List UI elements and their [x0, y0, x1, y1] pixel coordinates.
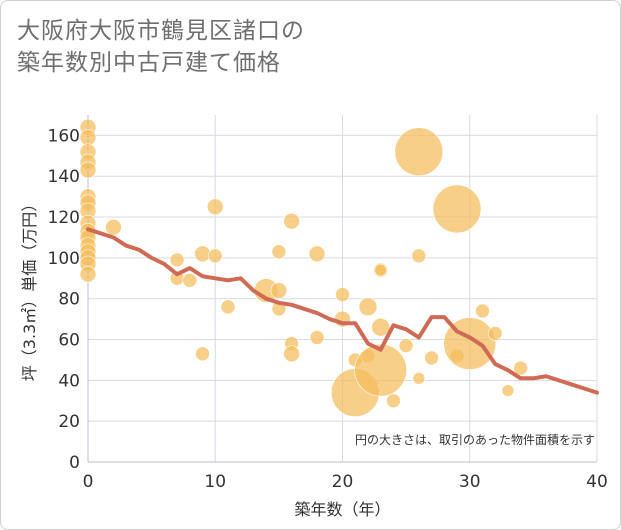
y-tick-label: 160 [48, 126, 80, 146]
y-tick-label: 0 [69, 453, 80, 473]
bubble-point [206, 198, 224, 216]
bubble-point [398, 338, 414, 353]
bubble-point [394, 127, 444, 177]
bubble-point [79, 129, 97, 146]
x-tick-label: 10 [204, 472, 226, 492]
y-tick-label: 80 [58, 290, 80, 310]
bubble-point [105, 218, 122, 236]
bubble-point [169, 252, 185, 268]
bubble-size-note: 円の大きさは、取引のあった物件面積を示す [355, 432, 595, 447]
x-axis-title: 築年数（年） [294, 500, 390, 519]
bubble-point [412, 372, 426, 385]
bubble-point [354, 343, 407, 397]
bubble-point [283, 345, 300, 363]
chart-title-line-1: 大阪府大阪市鶴見区諸口の [17, 18, 305, 44]
bubble-point [182, 273, 198, 288]
chart-title-line-2: 築年数別中古戸建て価格 [17, 50, 281, 76]
bubble-point [309, 330, 325, 345]
bubble-point [270, 282, 288, 299]
bubble-point [487, 326, 503, 341]
bubble-point [475, 303, 490, 319]
bubble-point [207, 248, 223, 264]
bubble-point [271, 244, 287, 260]
bubble-point [411, 248, 427, 264]
bubble-point [335, 287, 350, 302]
chart-title: 大阪府大阪市鶴見区諸口の 築年数別中古戸建て価格 [17, 15, 437, 79]
bubble-point [513, 360, 528, 376]
y-tick-label: 20 [58, 412, 80, 432]
bubbles [79, 118, 528, 417]
bubble-point [283, 212, 300, 230]
y-tick-label: 120 [48, 208, 80, 228]
bubble-point [220, 299, 236, 315]
bubble-point [432, 184, 482, 234]
bubble-point [501, 384, 515, 397]
bubble-point [374, 263, 387, 277]
bubble-point [386, 393, 401, 409]
trend-line-layer [86, 227, 599, 395]
bubble-point [79, 265, 97, 283]
average-price-line [86, 227, 599, 395]
axis-ticks: 0 20 40 60 80 100 120 140 160 0 10 20 30 40 [48, 126, 608, 492]
y-axis-title: 坪（3.3㎡）単価（万円） [20, 196, 39, 381]
x-tick-label: 30 [459, 472, 481, 492]
bubble-point [79, 161, 97, 179]
bubble-point [194, 245, 211, 263]
x-tick-label: 0 [83, 472, 94, 492]
y-tick-label: 100 [48, 249, 80, 269]
bubble-point [308, 245, 326, 263]
bubble-point [371, 317, 390, 337]
x-tick-label: 20 [332, 472, 354, 492]
bubble-point [195, 346, 210, 362]
bubble-point [424, 350, 439, 366]
y-tick-label: 60 [58, 331, 80, 351]
y-tick-label: 40 [58, 371, 80, 391]
y-tick-label: 140 [48, 167, 80, 187]
bubble-point [358, 297, 378, 317]
x-tick-label: 40 [586, 472, 608, 492]
